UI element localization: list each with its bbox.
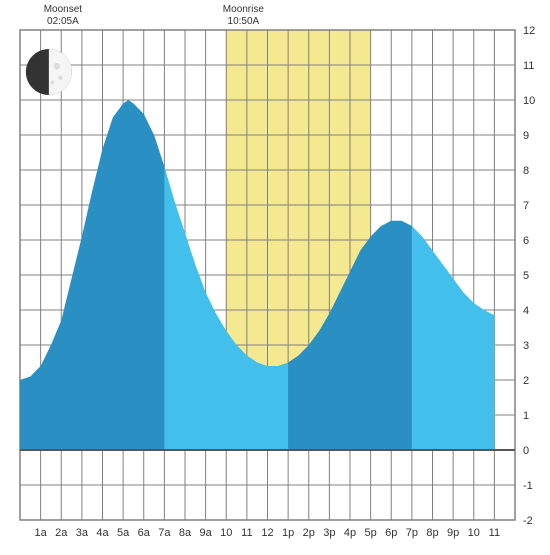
- x-tick-label: 5p: [365, 527, 377, 539]
- x-tick-label: 2a: [55, 527, 68, 539]
- x-tick-label: 10: [468, 527, 480, 539]
- x-tick-label: 2p: [303, 527, 315, 539]
- x-tick-label: 9a: [200, 527, 213, 539]
- tide-chart: -2-101234567891011121a2a3a4a5a6a7a8a9a10…: [0, 0, 550, 550]
- x-tick-label: 11: [241, 527, 252, 539]
- x-tick-label: 7a: [158, 527, 171, 539]
- y-tick-label: 4: [523, 305, 529, 317]
- x-tick-label: 10: [220, 527, 232, 539]
- x-tick-label: 12: [261, 527, 273, 539]
- y-tick-label: 10: [523, 95, 535, 107]
- x-tick-label: 11: [489, 527, 500, 539]
- y-tick-label: -2: [523, 515, 533, 527]
- moonrise-time: 10:50A: [228, 16, 260, 27]
- x-axis-labels: 1a 2a 3a 4a 5a 6a 7a 8a 9a 10 11 12 1p 2p 3p 4p 5p 6p 7p 8p…: [35, 527, 501, 539]
- y-tick-label: 1: [523, 410, 529, 422]
- moonset-label: Moonset: [44, 4, 83, 15]
- y-tick-label: 3: [523, 340, 529, 352]
- moonrise-label: Moonrise: [223, 4, 265, 15]
- chart-svg: -2-101234567891011121a2a3a4a5a6a7a8a9a10…: [0, 0, 550, 550]
- moonset-time: 02:05A: [47, 16, 79, 27]
- y-tick-label: -1: [523, 480, 533, 492]
- y-tick-label: 8: [523, 165, 529, 177]
- x-tick-label: 7p: [406, 527, 418, 539]
- y-tick-label: 5: [523, 270, 529, 282]
- moon-phase-icon: [26, 49, 72, 95]
- x-tick-label: 1p: [282, 527, 294, 539]
- y-tick-label: 7: [523, 200, 529, 212]
- x-tick-label: 3a: [76, 527, 89, 539]
- x-tick-label: 4p: [344, 527, 356, 539]
- x-tick-label: 4a: [96, 527, 109, 539]
- y-tick-label: 6: [523, 235, 529, 247]
- y-tick-label: 2: [523, 375, 529, 387]
- x-tick-label: 9p: [447, 527, 459, 539]
- y-tick-label: 0: [523, 445, 529, 457]
- x-tick-label: 8p: [426, 527, 438, 539]
- x-tick-label: 8a: [179, 527, 192, 539]
- y-tick-label: 11: [523, 60, 534, 72]
- x-tick-label: 6a: [138, 527, 151, 539]
- x-tick-label: 3p: [323, 527, 335, 539]
- y-tick-label: 9: [523, 130, 529, 142]
- x-tick-label: 6p: [385, 527, 397, 539]
- x-tick-label: 5a: [117, 527, 130, 539]
- y-tick-label: 12: [523, 25, 535, 37]
- x-tick-label: 1a: [35, 527, 48, 539]
